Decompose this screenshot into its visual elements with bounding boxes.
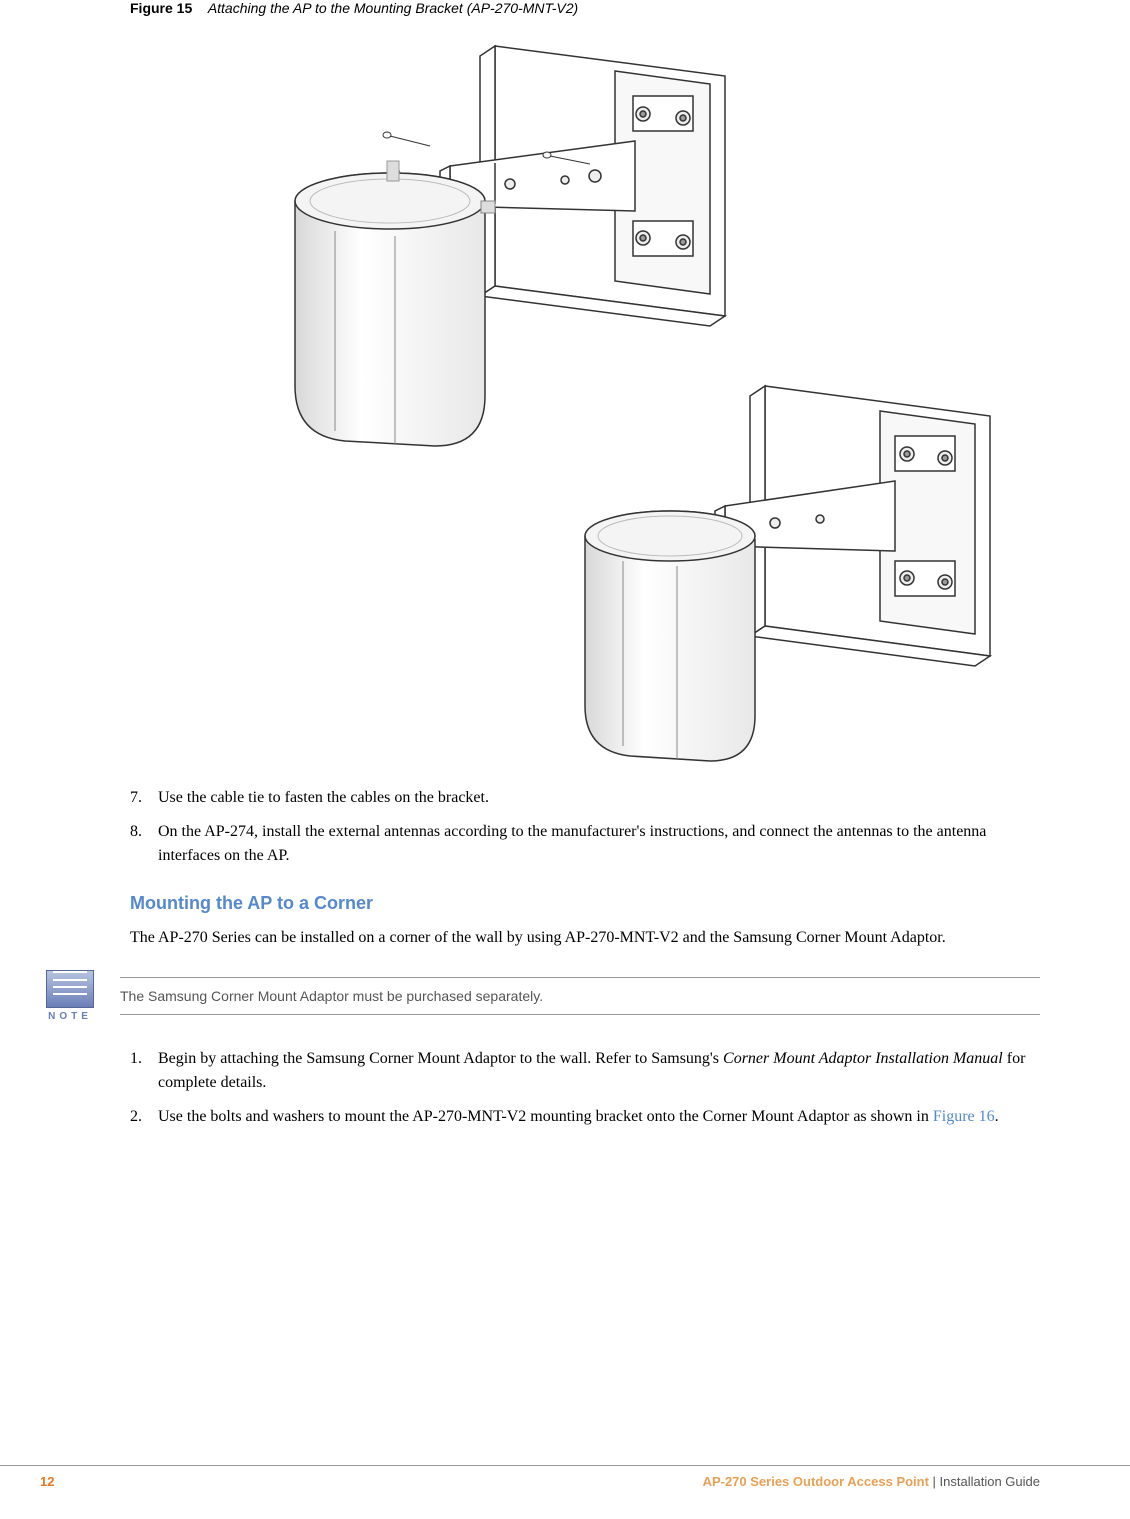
note-text: The Samsung Corner Mount Adaptor must be… [120, 988, 1040, 1004]
footer-right: AP-270 Series Outdoor Access Point | Ins… [703, 1474, 1040, 1489]
step-1: 1. Begin by attaching the Samsung Corner… [130, 1047, 1040, 1095]
step-text-pre: Begin by attaching the Samsung Corner Mo… [158, 1050, 723, 1067]
figure-link[interactable]: Figure 16 [933, 1108, 995, 1125]
step-8: 8. On the AP-274, install the external a… [130, 820, 1040, 868]
step-number: 2. [130, 1105, 142, 1129]
figure-caption: Figure 15 Attaching the AP to the Mounti… [130, 0, 1040, 16]
footer-separator: | [929, 1474, 940, 1489]
step-number: 8. [130, 820, 142, 844]
step-text-italic: Corner Mount Adaptor Installation Manual [723, 1050, 1003, 1067]
note-icon-wrap: NOTE [40, 970, 100, 1022]
figure-title: Attaching the AP to the Mounting Bracket… [208, 0, 578, 16]
step-text: On the AP-274, install the external ante… [158, 823, 986, 864]
step-2: 2. Use the bolts and washers to mount th… [130, 1105, 1040, 1129]
footer-product-name: AP-270 Series Outdoor Access Point [703, 1474, 929, 1489]
step-number: 7. [130, 786, 142, 810]
section-heading: Mounting the AP to a Corner [130, 893, 1040, 914]
steps-list-upper: 7. Use the cable tie to fasten the cable… [130, 786, 1040, 868]
note-icon [46, 970, 94, 1008]
steps-list-lower: 1. Begin by attaching the Samsung Corner… [130, 1047, 1040, 1129]
note-block: NOTE The Samsung Corner Mount Adaptor mu… [40, 970, 1040, 1022]
figure-label: Figure 15 [130, 0, 192, 16]
note-label: NOTE [40, 1011, 100, 1022]
step-text-pre: Use the bolts and washers to mount the A… [158, 1108, 933, 1125]
section-intro: The AP-270 Series can be installed on a … [130, 926, 1040, 950]
note-text-wrap: The Samsung Corner Mount Adaptor must be… [120, 977, 1040, 1015]
step-text-post: . [995, 1108, 999, 1125]
step-number: 1. [130, 1047, 142, 1071]
step-text: Use the cable tie to fasten the cables o… [158, 789, 489, 806]
step-7: 7. Use the cable tie to fasten the cable… [130, 786, 1040, 810]
footer-doc-type: Installation Guide [940, 1474, 1040, 1489]
page-footer: 12 AP-270 Series Outdoor Access Point | … [0, 1465, 1130, 1489]
page-number: 12 [40, 1474, 54, 1489]
figure-diagram [130, 26, 1040, 766]
